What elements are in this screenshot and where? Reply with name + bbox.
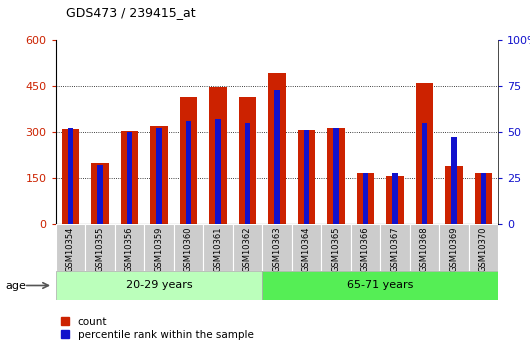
- Bar: [274, 89, 280, 224]
- Bar: [297, 130, 315, 224]
- Text: 20-29 years: 20-29 years: [126, 280, 192, 290]
- Bar: [392, 172, 398, 224]
- Text: GSM10362: GSM10362: [243, 227, 252, 272]
- Bar: [180, 97, 197, 224]
- Text: GDS473 / 239415_at: GDS473 / 239415_at: [66, 6, 196, 19]
- Text: GSM10367: GSM10367: [391, 227, 400, 272]
- Bar: [56, 224, 85, 271]
- Text: GSM10355: GSM10355: [95, 227, 104, 272]
- Text: GSM10360: GSM10360: [184, 227, 193, 272]
- Bar: [333, 128, 339, 224]
- Bar: [174, 224, 203, 271]
- Bar: [68, 128, 73, 224]
- Bar: [262, 224, 292, 271]
- Bar: [469, 224, 498, 271]
- Bar: [410, 224, 439, 271]
- Text: GSM10361: GSM10361: [214, 227, 223, 272]
- Text: GSM10356: GSM10356: [125, 227, 134, 272]
- Bar: [61, 129, 80, 224]
- Bar: [422, 123, 427, 224]
- Bar: [451, 138, 457, 224]
- Bar: [327, 128, 345, 224]
- Bar: [203, 224, 233, 271]
- Bar: [380, 224, 410, 271]
- Bar: [156, 128, 162, 224]
- Bar: [363, 172, 368, 224]
- Text: GSM10366: GSM10366: [361, 227, 370, 272]
- Bar: [209, 87, 227, 224]
- Bar: [186, 121, 191, 224]
- Text: GSM10370: GSM10370: [479, 227, 488, 272]
- Bar: [85, 224, 114, 271]
- Bar: [321, 224, 351, 271]
- Bar: [97, 165, 103, 224]
- Bar: [481, 172, 486, 224]
- Bar: [439, 224, 469, 271]
- Text: age: age: [5, 281, 26, 290]
- Bar: [386, 176, 404, 224]
- Text: GSM10359: GSM10359: [154, 227, 163, 272]
- Bar: [304, 130, 309, 224]
- Legend: count, percentile rank within the sample: count, percentile rank within the sample: [61, 317, 253, 340]
- Bar: [144, 224, 174, 271]
- Text: GSM10354: GSM10354: [66, 227, 75, 272]
- Bar: [262, 271, 498, 300]
- Bar: [416, 83, 434, 224]
- Bar: [120, 131, 138, 224]
- Text: GSM10365: GSM10365: [331, 227, 340, 272]
- Bar: [245, 123, 250, 224]
- Text: GSM10369: GSM10369: [449, 227, 458, 272]
- Text: GSM10368: GSM10368: [420, 227, 429, 272]
- Bar: [445, 166, 463, 224]
- Bar: [351, 224, 380, 271]
- Text: GSM10364: GSM10364: [302, 227, 311, 272]
- Bar: [91, 163, 109, 224]
- Bar: [114, 224, 144, 271]
- Text: GSM10363: GSM10363: [272, 227, 281, 272]
- Bar: [215, 119, 220, 224]
- Bar: [56, 271, 262, 300]
- Bar: [127, 132, 132, 224]
- Bar: [357, 172, 374, 224]
- Bar: [233, 224, 262, 271]
- Bar: [150, 126, 168, 224]
- Bar: [474, 172, 492, 224]
- Bar: [268, 73, 286, 224]
- Bar: [292, 224, 321, 271]
- Text: 65-71 years: 65-71 years: [347, 280, 413, 290]
- Bar: [238, 97, 257, 224]
